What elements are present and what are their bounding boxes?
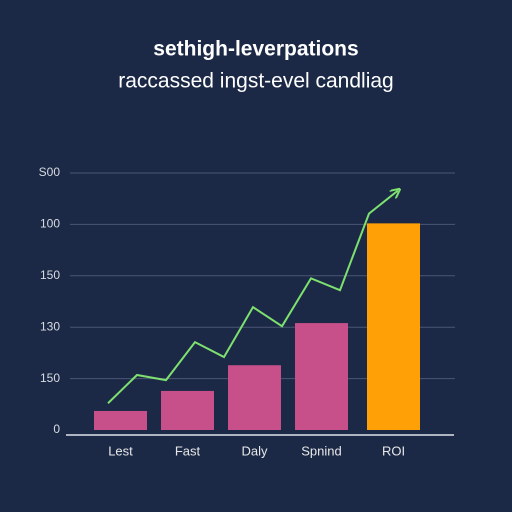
bar	[94, 410, 147, 430]
x-tick-label: Lest	[108, 443, 133, 458]
y-tick-label: 0	[53, 422, 60, 436]
y-tick-label: 150	[40, 268, 60, 282]
y-tick-label: 100	[40, 217, 60, 231]
trend-line	[107, 190, 398, 404]
x-tick-label: Daly	[241, 443, 268, 458]
chart-title: sethigh-leverpations	[153, 38, 358, 61]
bar	[228, 365, 281, 430]
x-tick-label: Fast	[175, 443, 201, 458]
bar	[295, 323, 348, 430]
x-tick-label: ROI	[382, 443, 405, 458]
x-tick-label: Spnind	[301, 443, 341, 458]
y-tick-label: 130	[40, 319, 60, 333]
chart-subtitle: raccassed ingst-evel candliag	[118, 70, 393, 93]
y-tick-label: 150	[40, 371, 60, 385]
y-tick-label: S00	[39, 165, 61, 179]
bar	[367, 223, 420, 430]
bar	[161, 390, 214, 430]
